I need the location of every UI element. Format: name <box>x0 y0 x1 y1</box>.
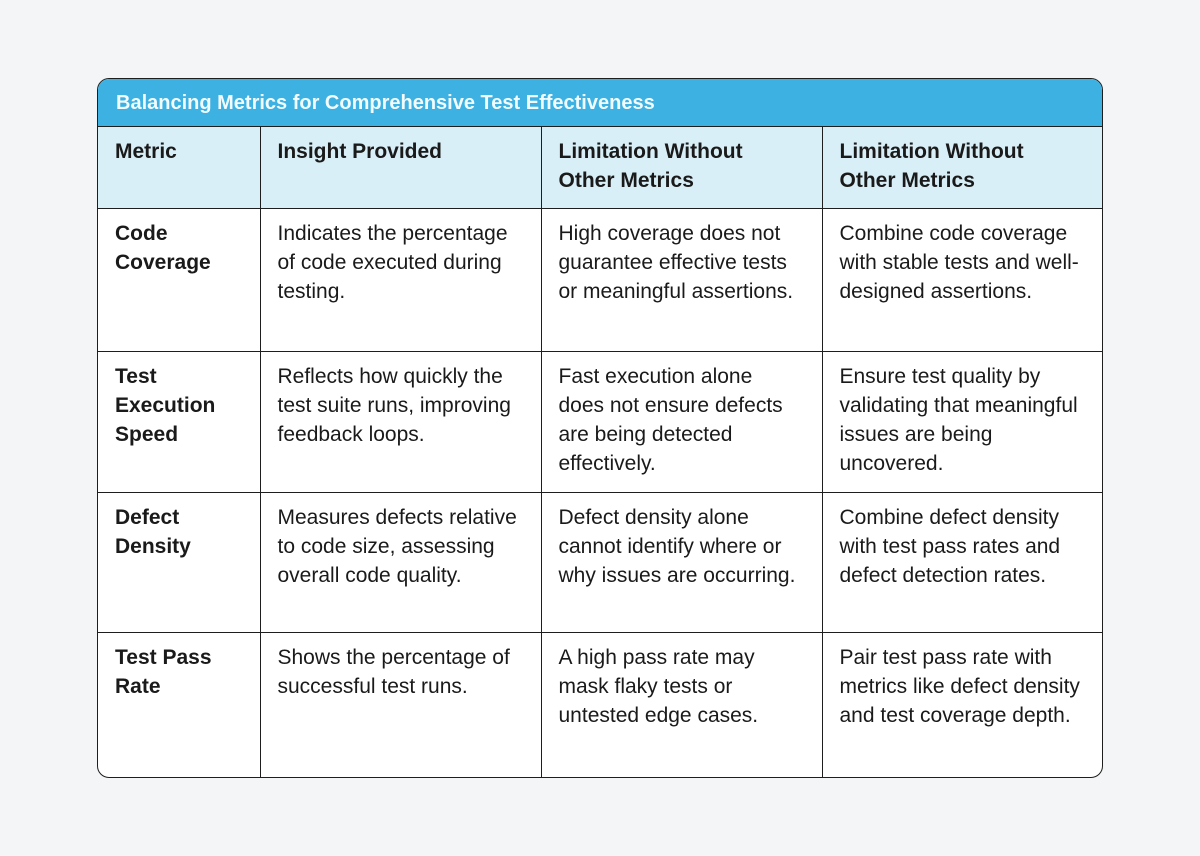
insight-cell: Reflects how quickly the test suite runs… <box>259 350 542 493</box>
metric-cell: Test Execution Speed <box>98 350 261 493</box>
metric-cell: Code Coverage <box>98 207 261 352</box>
metric-cell: Test Pass Rate <box>98 631 261 777</box>
header-metric: Metric <box>98 127 261 209</box>
metric-cell: Defect Density <box>98 491 261 633</box>
table-row: Test Execution Speed Reflects how quickl… <box>98 350 1102 493</box>
limitation-cell: Fast execution alone does not ensure def… <box>540 350 823 493</box>
limitation-cell: High coverage does not guarantee effecti… <box>540 207 823 352</box>
limitation-cell: Defect density alone cannot identify whe… <box>540 491 823 633</box>
insight-cell: Shows the percentage of successful test … <box>259 631 542 777</box>
recommendation-cell: Pair test pass rate with metrics like de… <box>821 631 1102 777</box>
limitation-cell: A high pass rate may mask flaky tests or… <box>540 631 823 777</box>
header-limitation-2: Limitation Without Other Metrics <box>821 127 1102 209</box>
table-title: Balancing Metrics for Comprehensive Test… <box>98 79 1102 127</box>
metrics-table: Metric Insight Provided Limitation Witho… <box>98 127 1102 777</box>
header-insight: Insight Provided <box>259 127 542 209</box>
header-row: Metric Insight Provided Limitation Witho… <box>98 127 1102 209</box>
recommendation-cell: Combine defect density with test pass ra… <box>821 491 1102 633</box>
table-row: Code Coverage Indicates the percentage o… <box>98 207 1102 352</box>
insight-cell: Measures defects relative to code size, … <box>259 491 542 633</box>
header-limitation: Limitation Without Other Metrics <box>540 127 823 209</box>
metrics-table-card: Balancing Metrics for Comprehensive Test… <box>97 78 1103 778</box>
table-row: Defect Density Measures defects relative… <box>98 491 1102 633</box>
recommendation-cell: Ensure test quality by validating that m… <box>821 350 1102 493</box>
insight-cell: Indicates the percentage of code execute… <box>259 207 542 352</box>
recommendation-cell: Combine code coverage with stable tests … <box>821 207 1102 352</box>
table-row: Test Pass Rate Shows the percentage of s… <box>98 631 1102 777</box>
